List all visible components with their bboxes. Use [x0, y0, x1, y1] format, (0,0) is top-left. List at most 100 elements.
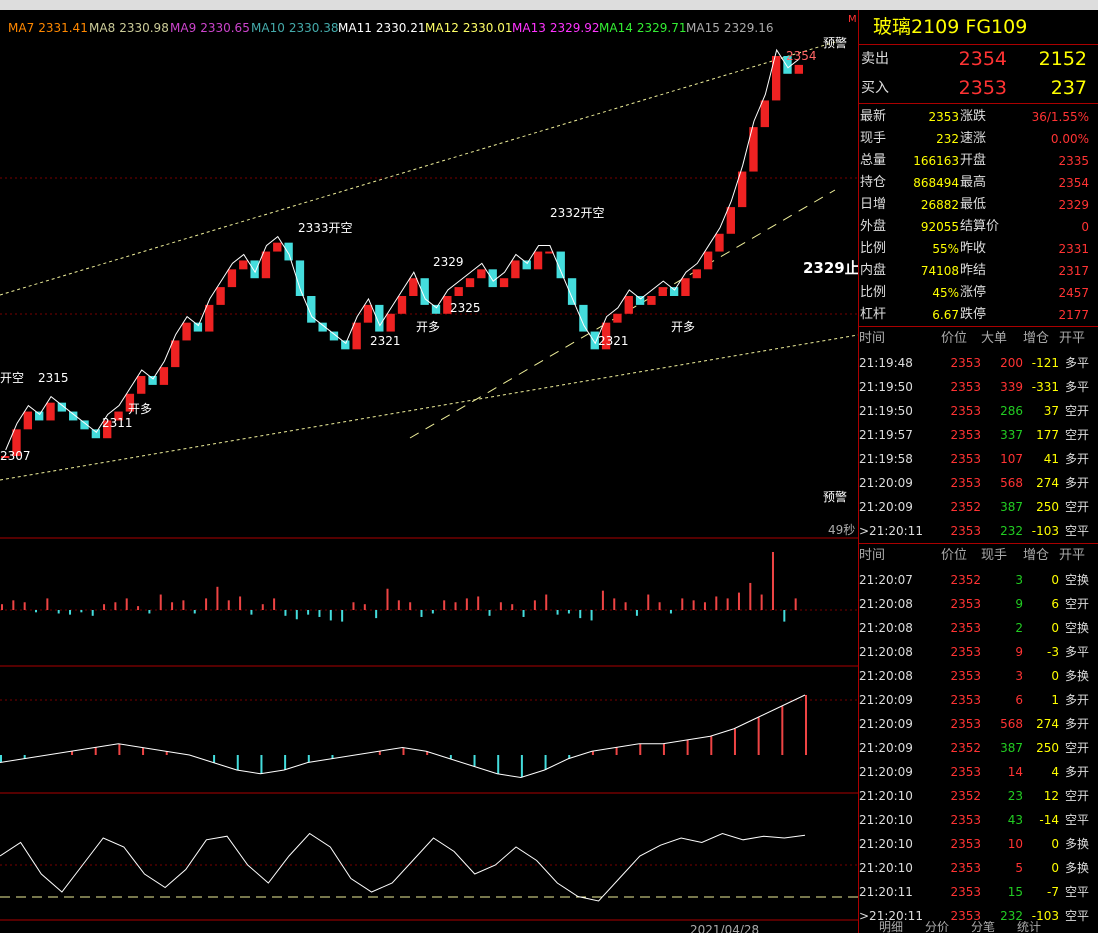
candle [431, 304, 441, 314]
candle [69, 411, 78, 421]
trade-cell: 3 [1015, 573, 1023, 587]
volume-bar [261, 604, 264, 610]
candle [454, 287, 463, 296]
tab[interactable]: 统计 [1017, 921, 1042, 933]
trade-cell: 2353 [950, 476, 981, 490]
candle [227, 269, 237, 288]
macd-bar [331, 755, 334, 759]
volume-bar [681, 598, 684, 610]
quote-cell: 持仓 [860, 175, 887, 190]
trade-cell: 空平 [1065, 885, 1090, 899]
trade-cell: 21:20:09 [859, 765, 913, 779]
candle [114, 411, 123, 421]
ma-name: MA10 [251, 21, 285, 35]
trade-cell: 多开 [1065, 765, 1090, 779]
book-row: 买入 2353 237 [859, 74, 1098, 103]
trade-cell: 多换 [1065, 837, 1090, 851]
candle [329, 331, 339, 341]
volume-bar [148, 610, 151, 614]
quote-cell: 0 [1081, 220, 1089, 234]
macd-bar [307, 755, 310, 763]
annotation: 2329 [433, 255, 464, 269]
macd-bar [260, 755, 263, 774]
kdj-line [0, 832, 806, 902]
tab[interactable]: 分价 [925, 921, 950, 933]
ma-name: MA15 [686, 21, 720, 35]
trade-cell: 21:20:08 [859, 621, 913, 635]
annotation: 开空 [0, 371, 24, 385]
trade-cell: 2353 [950, 428, 981, 442]
annotation: 2307 [0, 449, 31, 463]
candle [567, 278, 577, 305]
header-cell: 开平 [1059, 548, 1086, 563]
trade-cell: 21:20:09 [859, 693, 913, 707]
trade-row: 21:20:10 2353 10 0 多换 [859, 832, 1098, 856]
trade-cell: 2353 [950, 380, 981, 394]
trade-row: 21:19:50 2353 286 37 空开 [859, 399, 1098, 423]
book-cell: 2354 [958, 48, 1007, 70]
ma-legend-item: MA14 2329.71 [599, 21, 686, 35]
candle [771, 56, 781, 101]
macd-bar [568, 755, 571, 759]
book-row: 卖出 2354 2152 [859, 45, 1098, 74]
quote-cell: 涨跌 [960, 109, 987, 124]
quote-cell: 杠杆 [860, 307, 887, 322]
trade-cell: 2352 [950, 500, 981, 514]
trade-cell: >21:20:11 [859, 524, 923, 538]
volume-bar [329, 610, 332, 621]
ma-legend-item: MA13 2329.92 [512, 21, 599, 35]
tab[interactable]: 分笔 [971, 921, 996, 933]
volume-bar [431, 610, 434, 614]
trade-cell: 2353 [950, 813, 981, 827]
ma-legend-item: MA9 2330.65 [170, 21, 250, 35]
quote-cell: 最新 [860, 109, 887, 124]
trade-cell: 2352 [950, 573, 981, 587]
table-header: 时间 价位 大单 增仓 开平 [859, 327, 1098, 351]
trade-cell: 空开 [1065, 597, 1090, 611]
annotation: 开多 [671, 320, 695, 334]
candle [794, 64, 803, 74]
trade-cell: 2353 [950, 524, 981, 538]
marks [0, 48, 807, 902]
volume-bar [635, 610, 638, 616]
candle [250, 260, 259, 279]
volume-bar [114, 602, 117, 610]
candle [261, 251, 271, 279]
volume-bar [533, 600, 536, 610]
quote-row: 日增 26882 最低 2329 [859, 194, 1098, 216]
trade-cell: 2353 [950, 645, 981, 659]
volume-bar [703, 602, 706, 610]
trade-cell: 15 [1007, 885, 1023, 899]
quote-cell: 总量 [860, 153, 887, 168]
trade-row: >21:20:11 2353 232 -103 空平 [859, 904, 1098, 928]
candle [386, 313, 395, 332]
trade-cell: 空平 [1065, 813, 1090, 827]
trade-cell: 3 [1015, 669, 1023, 683]
ma-legend-item: MA15 2329.16 [686, 21, 773, 35]
annotation: 预警 [823, 489, 847, 504]
trade-cell: -121 [1031, 356, 1059, 370]
macd-bar [473, 755, 476, 767]
trade-cell: 568 [1000, 476, 1023, 490]
candle [556, 251, 565, 279]
trade-cell: 多换 [1065, 861, 1090, 875]
tab[interactable]: 明细 [879, 921, 904, 933]
quote-cell: 涨停 [960, 285, 987, 300]
candle [715, 233, 724, 252]
candle [363, 304, 373, 323]
trade-cell: 43 [1007, 813, 1023, 827]
quote-cell: 2177 [1058, 308, 1089, 322]
volume-bar [522, 610, 525, 617]
macd-bar [284, 755, 287, 770]
macd-bar [544, 755, 547, 770]
ma-value: 2329.71 [637, 21, 687, 35]
trade-cell: 232 [1000, 524, 1023, 538]
trade-cell: 2353 [950, 621, 981, 635]
trade-cell: 2353 [950, 693, 981, 707]
macd-bar [236, 755, 239, 770]
annotation: M [848, 14, 857, 25]
trade-cell: 21:19:58 [859, 452, 913, 466]
trade-cell: 2353 [950, 837, 981, 851]
trade-cell: 多开 [1065, 693, 1090, 707]
quote-row: 比例 45% 涨停 2457 [859, 282, 1098, 304]
